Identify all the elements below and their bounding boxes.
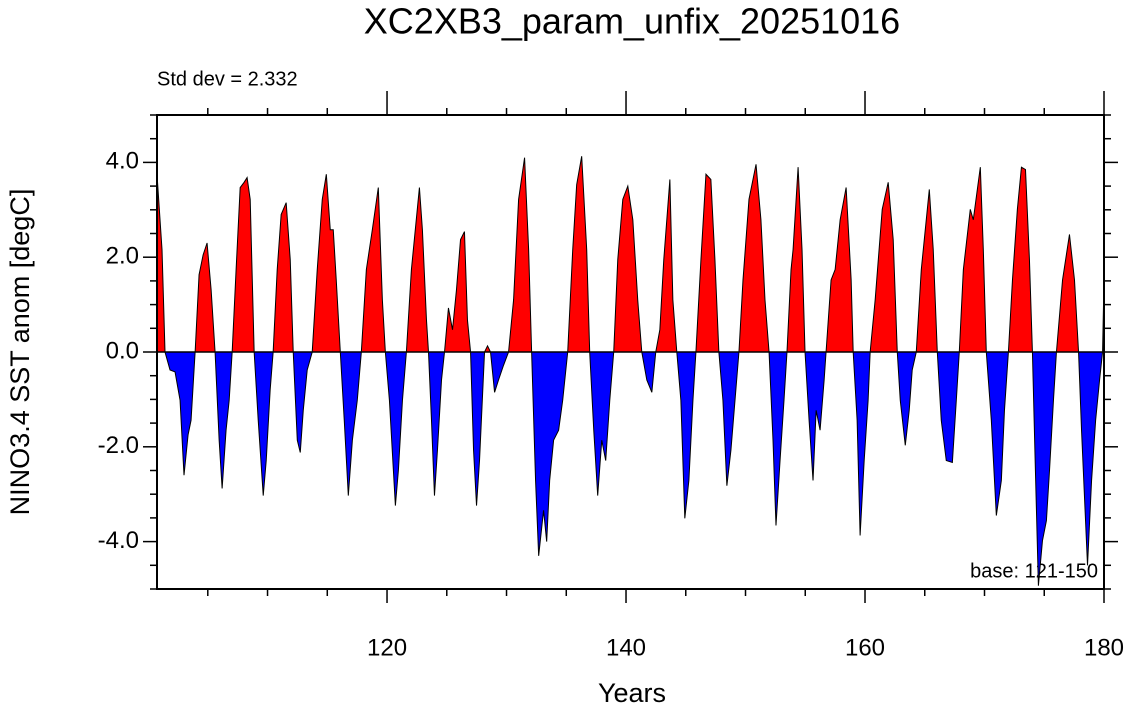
y-tick-label: -2.0 (98, 432, 139, 459)
x-axis-label: Years (598, 678, 666, 708)
area-positive (157, 156, 1104, 352)
y-tick-label: 4.0 (106, 148, 139, 175)
y-axis-label: NINO3.4 SST anom [degC] (5, 189, 35, 516)
chart-title: XC2XB3_param_unfix_20251016 (364, 1, 900, 42)
y-tick-label: 0.0 (106, 337, 139, 364)
x-tick-label: 120 (367, 634, 407, 661)
x-tick-label: 160 (845, 634, 885, 661)
y-tick-label: -4.0 (98, 527, 139, 554)
subtitle: Std dev = 2.332 (157, 68, 298, 90)
annotation: base: 121-150 (970, 560, 1098, 582)
y-tick-label: 2.0 (106, 243, 139, 270)
x-tick-label: 140 (606, 634, 646, 661)
x-tick-label: 180 (1084, 634, 1124, 661)
line (156, 156, 1105, 586)
